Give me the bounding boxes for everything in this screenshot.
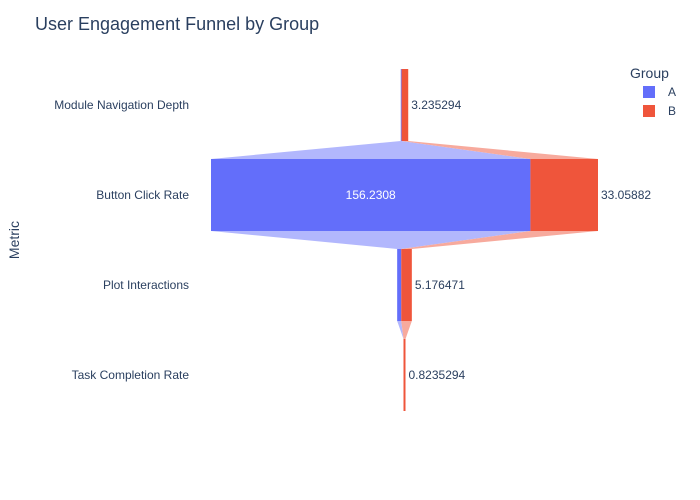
value-label-b-1: 33.05882: [601, 188, 651, 202]
y-axis-title: Metric: [6, 221, 22, 259]
legend-swatch-a[interactable]: [643, 86, 655, 98]
bar-b-3: [403, 339, 406, 411]
bar-a-2: [397, 249, 402, 321]
connector-a-2: [397, 321, 404, 339]
legend: Group AB: [630, 65, 676, 118]
value-labels: 3.235294 156.2308 33.05882 5.176471 0.823529…: [346, 98, 652, 382]
connector-b-1: [401, 231, 598, 249]
category-label-1: Button Click Rate: [96, 188, 189, 202]
bar-b-0: [401, 69, 409, 141]
connector-a-0: [211, 141, 531, 159]
legend-title: Group: [630, 65, 669, 81]
connector-b-0: [401, 141, 598, 159]
value-label-a-1: 156.2308: [346, 188, 396, 202]
connectors: [211, 141, 598, 339]
bar-b-1: [530, 159, 598, 231]
funnel-bars: [211, 69, 598, 411]
category-label-2: Plot Interactions: [103, 278, 189, 292]
category-label-0: Module Navigation Depth: [54, 98, 189, 112]
value-label-b-2: 5.176471: [415, 278, 465, 292]
legend-swatch-b[interactable]: [643, 105, 655, 117]
bar-a-0: [400, 69, 402, 141]
category-label-3: Task Completion Rate: [72, 368, 190, 382]
legend-label-b[interactable]: B: [668, 104, 676, 118]
legend-label-a[interactable]: A: [668, 85, 676, 99]
chart-title: User Engagement Funnel by Group: [35, 14, 319, 34]
value-label-b-0: 3.235294: [411, 98, 461, 112]
bar-a-1: [211, 159, 531, 231]
bar-b-2: [401, 249, 412, 321]
connector-a-1: [211, 231, 531, 249]
category-labels: Module Navigation Depth Button Click Rate…: [54, 98, 189, 382]
connector-b-2: [401, 321, 412, 339]
value-label-b-3: 0.8235294: [409, 368, 466, 382]
